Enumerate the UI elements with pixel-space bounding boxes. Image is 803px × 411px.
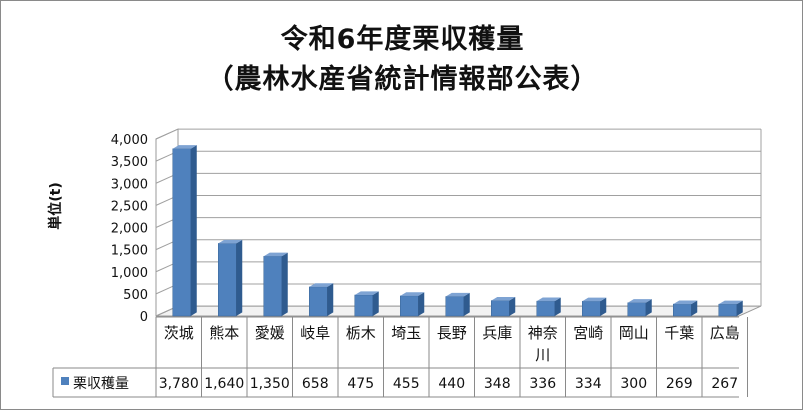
bar-side <box>691 300 698 316</box>
bar-side <box>509 297 516 316</box>
bar <box>491 300 510 317</box>
data-label: 455 <box>393 376 420 392</box>
bar <box>445 296 464 317</box>
bar <box>172 148 191 317</box>
data-label: 1,640 <box>204 376 244 392</box>
bar-top <box>536 297 561 302</box>
x-tick-label: 埼玉 <box>391 324 421 342</box>
bar <box>354 294 373 317</box>
bar-top <box>354 291 379 295</box>
bar <box>218 243 237 317</box>
data-label: 300 <box>620 376 647 392</box>
bar-side <box>190 145 197 316</box>
bar-side <box>327 283 334 316</box>
y-tick-label: 3,500 <box>111 155 148 170</box>
y-tick-label: 3,000 <box>111 177 148 192</box>
data-label: 3,780 <box>159 376 199 392</box>
y-tick-label: 500 <box>123 288 148 303</box>
gridline <box>155 239 761 251</box>
bar-side <box>281 252 288 316</box>
y-tick-label: 0 <box>140 310 148 325</box>
bar <box>627 302 646 317</box>
gridline <box>155 283 761 295</box>
bar <box>536 300 555 317</box>
bar-side <box>236 239 243 316</box>
bar-top <box>218 239 243 244</box>
x-tick-label: 熊本 <box>209 324 239 342</box>
y-tick-label: 2,000 <box>111 222 148 237</box>
data-label: 475 <box>347 376 374 392</box>
legend-series-name: 栗収穫量 <box>73 376 129 392</box>
x-tick-label: 茨城 <box>164 324 194 342</box>
bar-side <box>418 292 425 316</box>
data-label: 267 <box>711 376 738 392</box>
bar-top <box>673 300 698 305</box>
bar-top <box>582 297 607 302</box>
gridline <box>155 217 761 228</box>
bar-side <box>736 300 743 316</box>
bar-side <box>600 297 607 316</box>
data-label: 348 <box>484 376 511 392</box>
data-label: 334 <box>575 376 602 392</box>
bar-side <box>554 297 561 316</box>
data-label: 336 <box>529 376 556 392</box>
data-label: 440 <box>438 376 465 392</box>
bar-top <box>309 283 334 287</box>
data-label: 658 <box>302 376 329 392</box>
x-tick-label: 栃木 <box>346 324 376 342</box>
x-tick-label: 宮崎 <box>573 324 603 342</box>
bar-top <box>263 252 288 257</box>
x-tick-label: 千葉 <box>664 324 694 342</box>
bar-side <box>645 299 652 316</box>
chart-title-line1: 令和6年度栗収穫量 <box>280 24 525 55</box>
y-tick-label: 1,000 <box>111 266 148 281</box>
gridline <box>155 150 761 162</box>
bar-top <box>718 300 743 305</box>
gridline <box>155 172 761 184</box>
gridline <box>155 194 761 206</box>
bar-top <box>445 292 470 297</box>
x-tick-label: 長野 <box>437 324 467 342</box>
gridline <box>155 128 761 140</box>
bar <box>309 286 328 317</box>
bar <box>400 295 419 317</box>
x-tick-label: 岡山 <box>619 324 649 342</box>
bar <box>718 303 737 317</box>
x-tick-label: 岐阜 <box>300 324 330 342</box>
x-tick-label: 広島 <box>710 324 740 342</box>
y-tick-label: 4,000 <box>111 133 148 148</box>
bar <box>673 303 692 317</box>
bar-top <box>400 292 425 296</box>
x-tick-label: 神奈 <box>528 324 558 342</box>
bar-top <box>172 145 197 149</box>
gridline <box>155 261 761 273</box>
y-tick-label: 2,500 <box>111 199 148 214</box>
x-tick-label: 川 <box>535 346 550 364</box>
bar-top <box>491 297 516 301</box>
bar <box>263 256 282 317</box>
bar-side <box>372 291 379 316</box>
bar-side <box>463 292 470 316</box>
x-tick-label: 兵庫 <box>482 324 512 342</box>
legend-key <box>61 377 69 385</box>
bar <box>582 300 601 317</box>
bar-top <box>627 299 652 303</box>
x-tick-label: 愛媛 <box>255 324 285 342</box>
y-tick-label: 1,500 <box>111 244 148 259</box>
data-label: 1,350 <box>250 376 290 392</box>
chart-title-line2: （農林水産省統計情報部公表） <box>206 64 599 95</box>
data-label: 269 <box>666 376 693 392</box>
